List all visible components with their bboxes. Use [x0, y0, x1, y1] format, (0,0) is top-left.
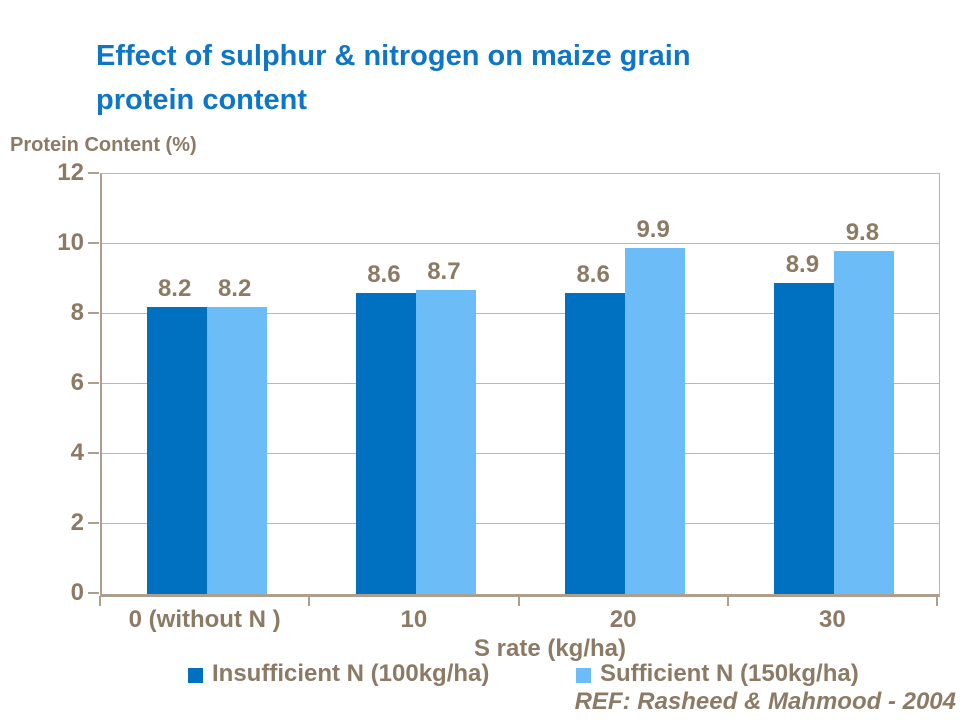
bar-series1-cat0	[206, 307, 267, 594]
y-tick-label-4: 4	[70, 439, 84, 466]
x-category-label-0: 0 (without N )	[128, 606, 281, 633]
gridline-4	[102, 453, 939, 454]
y-tick-mark-4	[88, 452, 99, 454]
bar-series1-cat2	[625, 247, 686, 594]
x-tick-mark-2	[517, 596, 520, 606]
y-tick-label-10: 10	[57, 229, 84, 256]
x-category-label-2: 20	[609, 606, 637, 633]
gridline-2	[102, 523, 939, 524]
bar-series0-cat2	[565, 293, 626, 594]
gridline-6	[102, 383, 939, 384]
y-tick-label-8: 8	[70, 299, 84, 326]
bar-series1-cat1	[415, 289, 476, 594]
gridline-8	[102, 313, 939, 314]
bar-value-label: 8.2	[157, 275, 192, 302]
y-tick-label-6: 6	[70, 369, 84, 396]
x-tick-mark-4	[936, 596, 938, 606]
y-tick-label-2: 2	[70, 509, 84, 536]
legend-swatch-dark-blue	[188, 667, 203, 683]
x-tick-mark-0	[99, 596, 101, 606]
y-tick-label-0: 0	[70, 579, 84, 606]
chart-title: Effect of sulphur & nitrogen on maize gr…	[96, 40, 691, 116]
x-tick-mark-3	[726, 596, 729, 606]
y-tick-mark-6	[88, 382, 99, 384]
bar-value-label: 8.6	[367, 261, 401, 288]
x-tick-mark-1	[308, 596, 311, 606]
y-tick-mark-8	[88, 312, 99, 314]
bar-series0-cat1	[355, 293, 416, 594]
bar-value-label: 8.9	[785, 250, 820, 278]
legend-label: Insufficient N (100kg/ha)	[212, 660, 490, 687]
plot-area	[100, 173, 940, 597]
bar-value-label: 9.8	[845, 219, 880, 246]
y-tick-mark-10	[88, 242, 99, 244]
gridline-10	[102, 243, 939, 244]
legend-label: Sufficient N (150kg/ha)	[600, 660, 859, 687]
y-tick-mark-0	[88, 592, 99, 594]
y-tick-mark-2	[88, 522, 99, 524]
bar-series1-cat3	[834, 251, 895, 594]
bar-value-label: 8.7	[427, 257, 461, 285]
x-category-label-3: 30	[819, 606, 846, 633]
bar-series0-cat3	[774, 282, 835, 594]
y-tick-mark-12	[88, 172, 99, 174]
bar-value-label: 8.6	[576, 261, 610, 288]
bar-value-label: 9.9	[636, 215, 670, 243]
bar-value-label: 8.2	[217, 275, 252, 302]
legend-swatch-light-blue	[576, 667, 591, 683]
x-axis-title: S rate (kg/ha)	[473, 635, 627, 662]
reference-citation: REF: Rasheed & Mahmood - 2004	[574, 688, 956, 715]
legend-entry-insufficient-n: Insufficient N (100kg/ha)	[188, 660, 489, 688]
y-tick-label-12: 12	[57, 159, 84, 186]
legend-entry-sufficient-n: Sufficient N (150kg/ha)	[576, 660, 859, 688]
bar-series0-cat0	[146, 307, 207, 594]
y-axis-title: Protein Content (%)	[10, 134, 197, 156]
x-category-label-1: 10	[400, 606, 428, 633]
